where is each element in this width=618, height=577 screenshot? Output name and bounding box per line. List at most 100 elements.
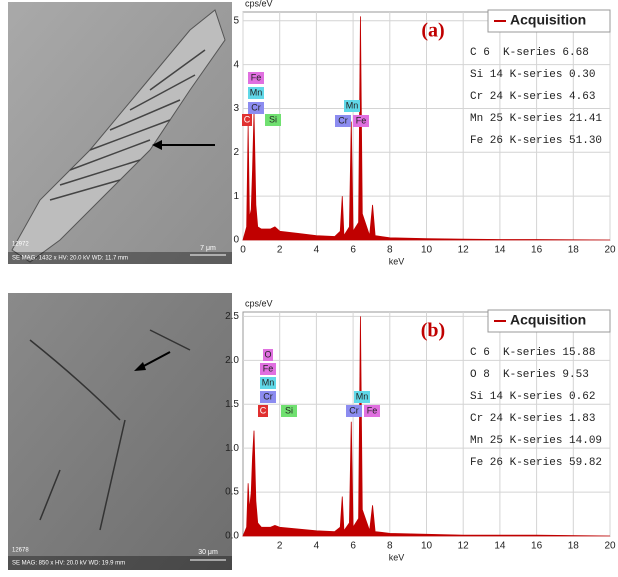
x-tick-label: 8: [387, 541, 393, 552]
x-tick-label: 20: [604, 245, 616, 256]
x-tick-label: 6: [350, 245, 356, 256]
scale-label: 7 μm: [200, 245, 216, 252]
x-tick-label: 8: [387, 245, 393, 256]
peak-label: Mn: [356, 391, 369, 401]
peak-label-box: [248, 102, 264, 114]
image-id: 12972: [12, 242, 29, 248]
quant-row: C 6 K-series 6.68: [470, 47, 589, 59]
feature-lines: [49, 49, 206, 201]
peak-label-box: [265, 114, 281, 126]
peak-label: Fe: [356, 115, 367, 125]
legend-box: [487, 9, 611, 33]
peak-label: Cr: [349, 405, 359, 415]
x-tick-label: 4: [314, 541, 320, 552]
x-axis-label: keV: [389, 552, 405, 562]
x-tick-label: 16: [531, 541, 543, 552]
spectrum: [242, 316, 611, 537]
y-tick-label: 0.5: [225, 487, 239, 498]
chart-title: (b): [421, 320, 445, 342]
info-bar: [8, 556, 232, 570]
legend-label: Acquisition: [510, 312, 586, 328]
image-id: 12678: [12, 548, 29, 554]
peak-label-box: [335, 115, 351, 127]
x-tick-label: 12: [458, 245, 470, 256]
peak-label-box: [354, 391, 370, 403]
info-bar: [8, 252, 232, 264]
x-tick-label: 4: [314, 245, 320, 256]
x-tick-label: 18: [568, 245, 580, 256]
peak-label: Mn: [262, 377, 275, 387]
y-axis-label: cps/eV: [245, 298, 273, 308]
peak-label: Fe: [367, 405, 378, 415]
spectrum: [242, 16, 611, 241]
peak-label-box: [344, 100, 360, 112]
quant-row: Cr 24 K-series 4.63: [470, 91, 595, 103]
peak-label-box: [353, 115, 369, 127]
y-tick-label: 1.0: [225, 443, 239, 454]
y-tick-label: 2.0: [225, 355, 239, 366]
peak-label: C: [260, 405, 267, 415]
x-axis-label: keV: [389, 256, 405, 266]
arrow-head: [134, 362, 146, 371]
peak-label-box: [260, 391, 276, 403]
peak-label: Mn: [346, 100, 359, 110]
legend-label: Acquisition: [510, 12, 586, 28]
x-tick-label: 10: [421, 245, 433, 256]
sem-image-a: SE MAG: 1432 x HV: 20.0 kV WD: 11.7 mm 1…: [8, 2, 232, 264]
arrow: [139, 351, 171, 369]
x-tick-label: 18: [568, 541, 580, 552]
feature-lines: [29, 329, 191, 531]
peak-label: Cr: [338, 115, 348, 125]
peak-label: Fe: [251, 72, 262, 82]
y-tick-label: 1.5: [225, 399, 239, 410]
peak-label: Cr: [251, 102, 261, 112]
peak-label-box: [260, 377, 276, 389]
x-tick-label: 6: [350, 541, 356, 552]
legend-box: [487, 309, 611, 333]
peak-label: Si: [285, 405, 293, 415]
quant-row: Fe 26 K-series 59.82: [470, 457, 602, 469]
peak-label: Fe: [263, 363, 274, 373]
peak-label: C: [244, 114, 251, 124]
y-tick-label: 5: [233, 15, 239, 26]
peak-label: Mn: [250, 87, 263, 97]
x-tick-label: 14: [494, 245, 506, 256]
x-tick-label: 2: [277, 245, 283, 256]
image-bg: [8, 293, 232, 570]
x-tick-label: 12: [458, 541, 470, 552]
peak-label-box: [263, 349, 273, 361]
quant-row: Si 14 K-series 0.30: [470, 69, 595, 81]
y-tick-label: 0.0: [225, 531, 239, 542]
sem-image-b: 12678 SE MAG: 850 x HV: 20.0 kV WD: 19.9…: [8, 293, 232, 570]
x-tick-label: 10: [421, 541, 433, 552]
image-info: SE MAG: 1432 x HV: 20.0 kV WD: 11.7 mm: [12, 256, 128, 262]
peak-label-box: [248, 72, 264, 84]
quant-row: O 8 K-series 9.53: [470, 369, 589, 381]
quant-row: Si 14 K-series 0.62: [470, 391, 595, 403]
quant-row: Cr 24 K-series 1.83: [470, 413, 595, 425]
peak-label: O: [264, 349, 271, 359]
quant-row: Mn 25 K-series 21.41: [470, 113, 602, 125]
arrow-head: [152, 140, 162, 150]
scale-label: 30 μm: [198, 549, 218, 556]
y-tick-label: 2.5: [225, 311, 239, 322]
peak-label-box: [248, 87, 264, 99]
y-axis-label: cps/eV: [245, 0, 273, 8]
quant-row: C 6 K-series 15.88: [470, 347, 595, 359]
peak-label-box: [346, 405, 362, 417]
peak-label-box: [258, 405, 268, 417]
peak-label: Si: [269, 114, 277, 124]
quant-row: Mn 25 K-series 14.09: [470, 435, 602, 447]
image-info: SE MAG: 850 x HV: 20.0 kV WD: 19.9 mm: [12, 561, 125, 567]
x-tick-label: 0: [240, 245, 246, 256]
chart-title: (a): [421, 20, 444, 42]
peak-label: Cr: [263, 391, 273, 401]
y-tick-label: 3: [233, 103, 239, 114]
quant-row: Fe 26 K-series 51.30: [470, 135, 602, 147]
y-tick-label: 4: [233, 59, 239, 70]
x-tick-label: 20: [604, 541, 616, 552]
y-tick-label: 0: [233, 235, 239, 246]
peak-label-box: [242, 114, 252, 126]
